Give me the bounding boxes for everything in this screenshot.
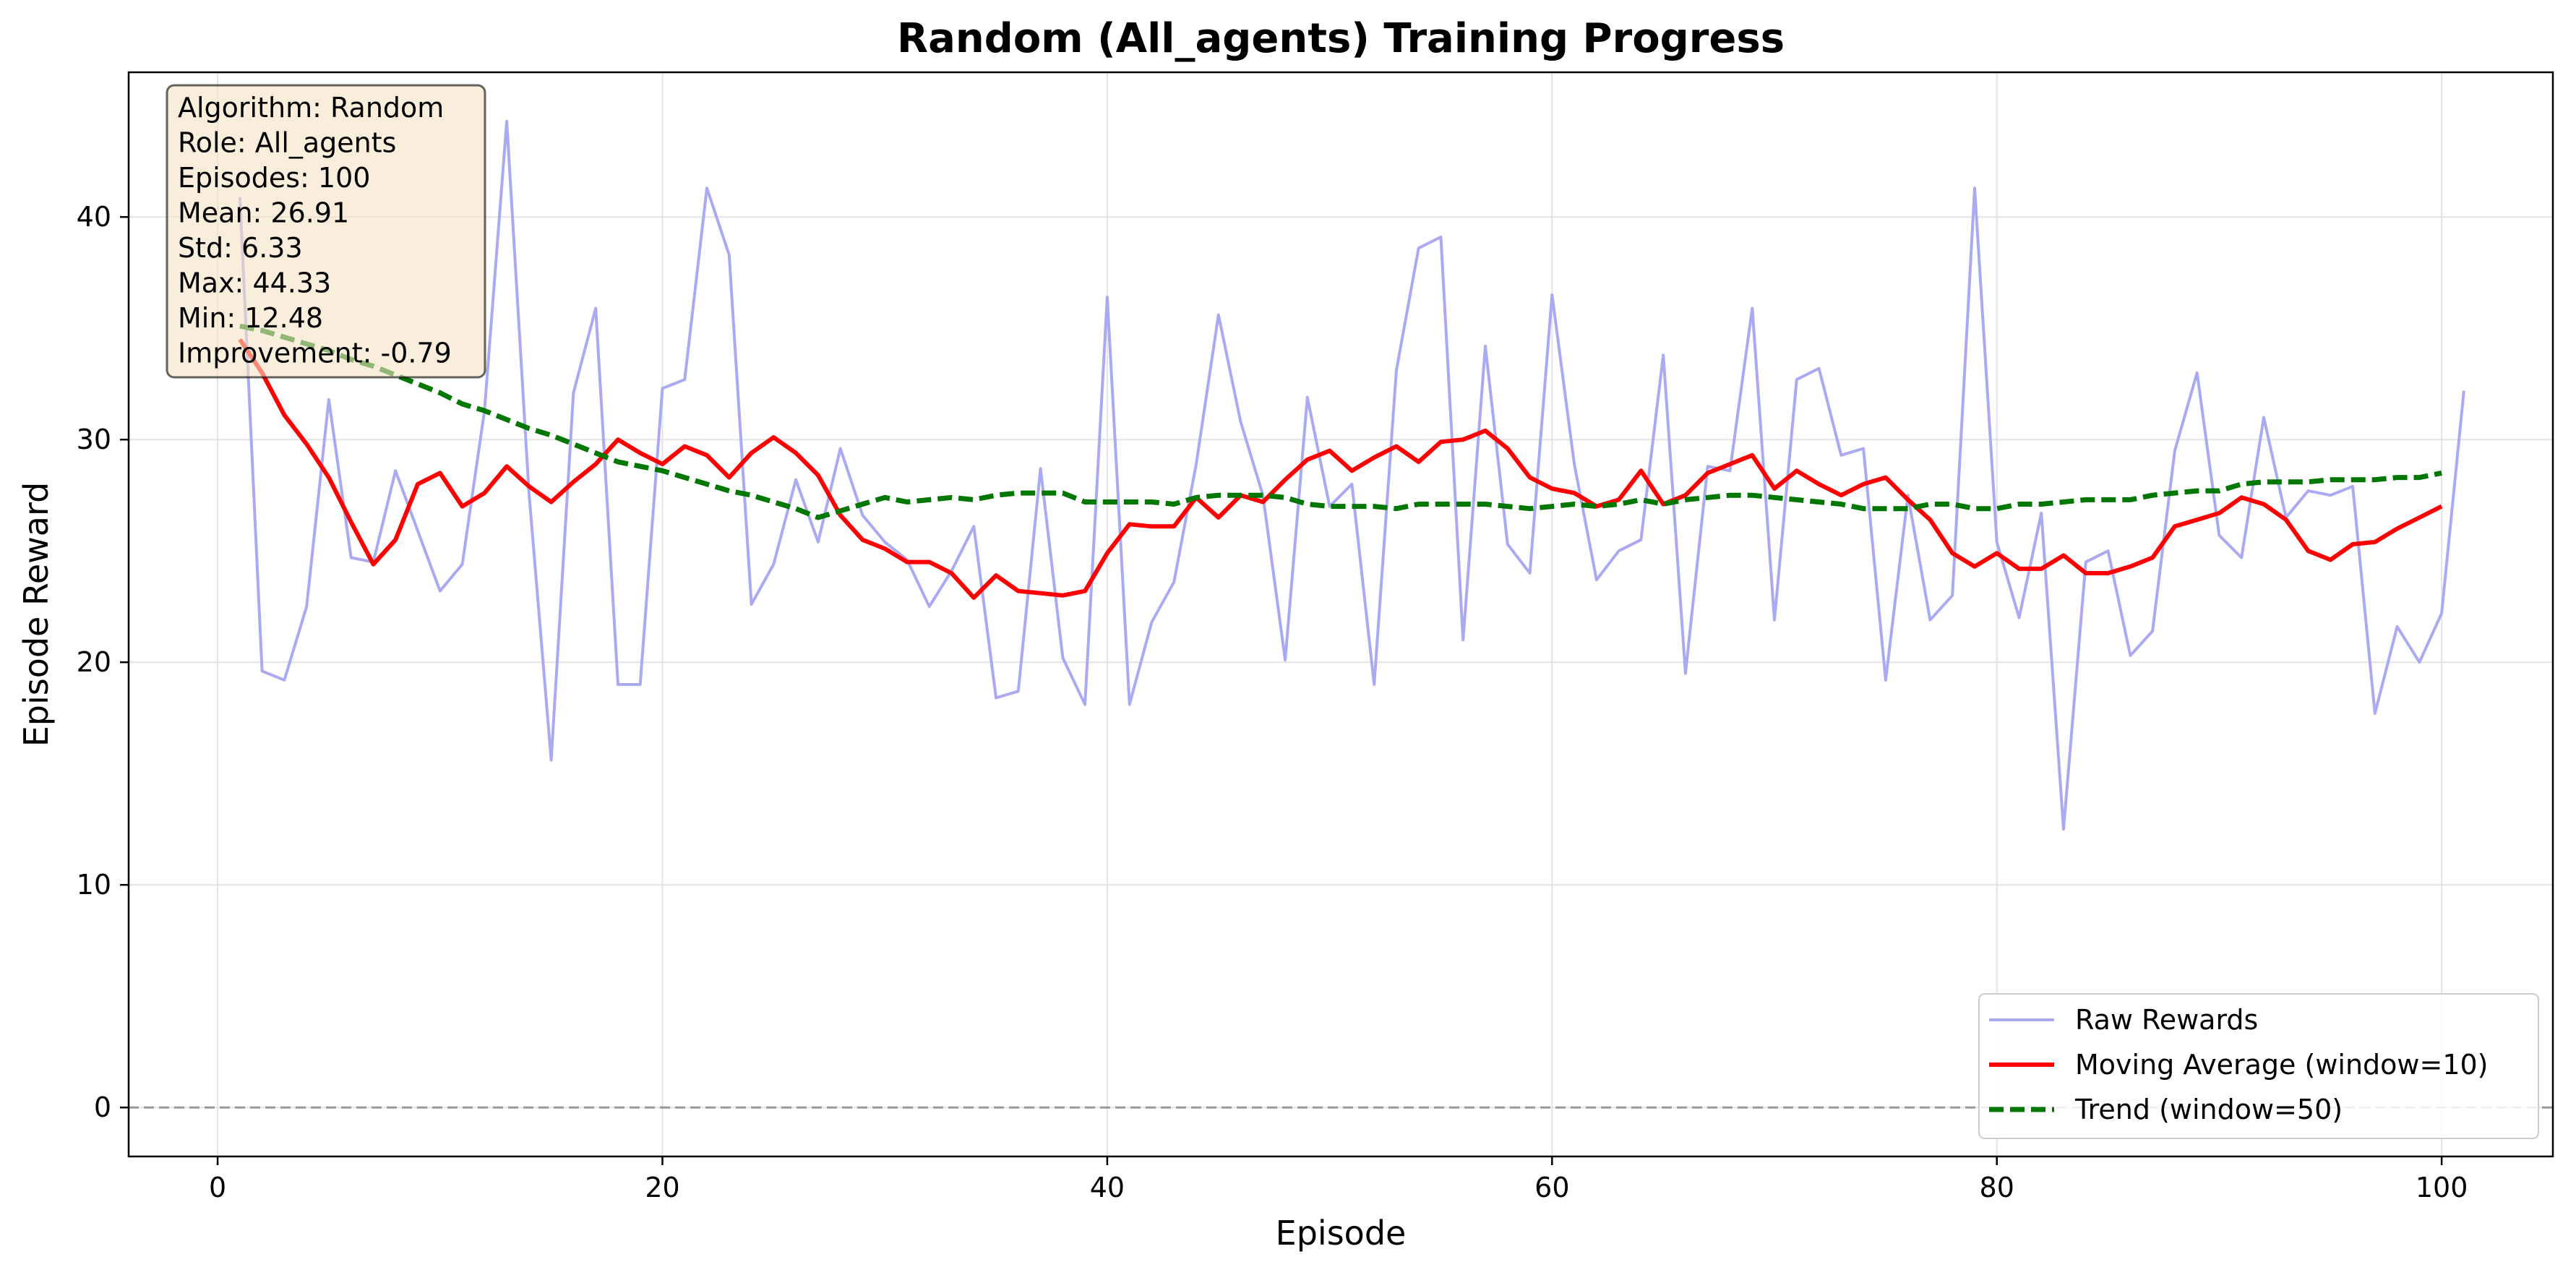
y-tick-label: 10 [77, 869, 111, 901]
y-axis-ticks: 0 10 20 30 40 [77, 201, 129, 1123]
x-axis-ticks: 0 20 40 60 80 100 [209, 1156, 2468, 1203]
y-tick-label: 40 [77, 201, 111, 233]
stats-line: Improvement: -0.79 [178, 338, 452, 369]
x-tick-label: 100 [2416, 1172, 2468, 1203]
x-tick-label: 60 [1534, 1172, 1569, 1203]
legend-label: Trend (window=50) [2074, 1094, 2343, 1125]
chart-title: Random (All_agents) Training Progress [897, 15, 1785, 62]
legend-label: Raw Rewards [2075, 1004, 2258, 1036]
x-tick-label: 40 [1090, 1172, 1125, 1203]
plot-area-frame [127, 71, 2554, 1158]
series-line-2 [238, 338, 2443, 600]
stats-line: Mean: 26.91 [178, 197, 349, 229]
plot-series [238, 119, 2465, 831]
legend: Raw Rewards Moving Average (window=10) Tre… [1978, 993, 2539, 1139]
stats-line: Std: 6.33 [178, 232, 303, 264]
y-tick-label: 0 [94, 1091, 111, 1123]
stats-line: Episodes: 100 [178, 162, 370, 194]
y-tick-label: 30 [77, 424, 111, 455]
series-line-3 [239, 323, 2442, 520]
stats-line: Min: 12.48 [178, 302, 323, 334]
x-tick-label: 0 [209, 1172, 226, 1203]
legend-label: Moving Average (window=10) [2075, 1049, 2489, 1081]
stats-line: Role: All_agents [178, 127, 396, 159]
y-tick-label: 20 [77, 646, 111, 678]
x-tick-label: 80 [1980, 1172, 2014, 1203]
legend-frame [1978, 993, 2539, 1139]
stats-line: Algorithm: Random [178, 92, 444, 124]
x-axis-label: Episode [1276, 1214, 1407, 1253]
stats-line: Max: 44.33 [178, 267, 331, 299]
series-line-1 [238, 119, 2465, 831]
x-tick-label: 20 [645, 1172, 679, 1203]
stats-box-background [166, 84, 486, 379]
y-axis-label: Episode Reward [17, 482, 56, 747]
